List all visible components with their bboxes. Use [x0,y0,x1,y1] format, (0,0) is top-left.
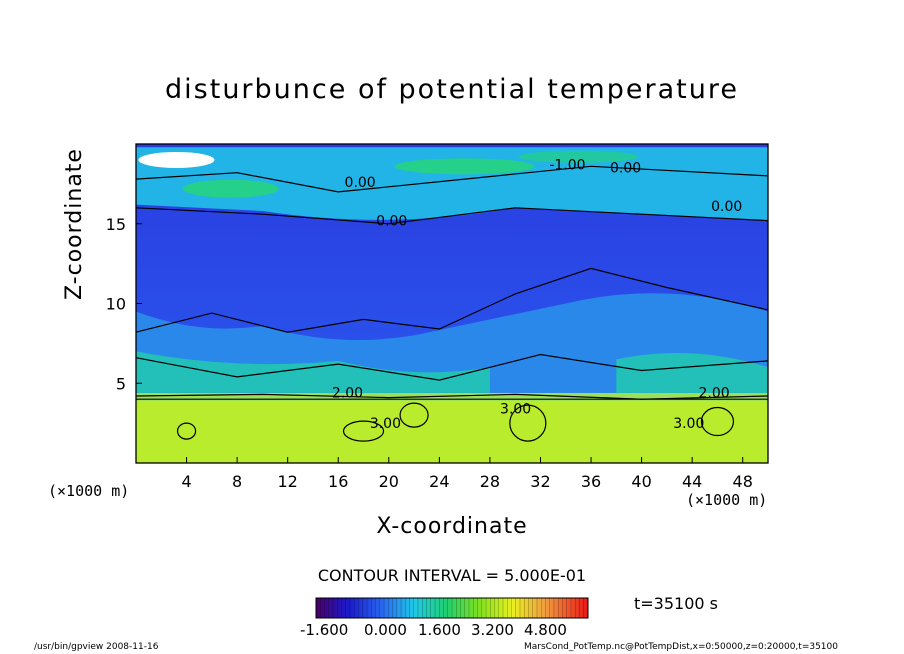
x-tick-label: 24 [429,472,449,491]
colorbar-tick: -1.600 [300,621,349,639]
x-tick-label: 36 [581,472,601,491]
contour-line [700,406,735,437]
field-warm-layer [136,397,768,463]
field-upper-green [518,150,639,163]
x-unit-right: (×1000 m) [686,491,768,509]
x-tick-label: 20 [379,472,399,491]
colorbar-tick: 4.800 [524,621,567,639]
y-axis-label: Z-coordinate [62,148,87,300]
contour-line [509,404,547,442]
contour-line [135,207,769,225]
contour-labels: 0.00 -1.00 0.00 0.00 0.00 3.00 3.00 3.00 2.00 2.0… [332,158,742,432]
field-upper-band [136,147,768,221]
time-label: t=35100 s [634,594,718,613]
x-tick-label: 4 [181,472,191,491]
x-tick-label: 28 [480,472,500,491]
contour-label: 0.00 [345,175,376,191]
contour-label: 3.00 [370,416,401,432]
contour-label: 0.00 [376,213,407,229]
contour-interval: CONTOUR INTERVAL = 5.000E-01 [317,566,587,585]
contour-label: 3.00 [500,402,531,418]
x-tick-label: 40 [631,472,651,491]
contour-line [399,402,429,428]
field-transition [136,392,768,401]
field-upper-green [394,158,535,175]
contour-line [135,267,769,333]
contour-label: 0.00 [610,161,641,177]
contour-line [176,422,197,440]
heatmap-field [136,144,768,463]
field-mid-cyan [136,351,490,393]
contour-label: 0.00 [711,199,742,215]
contour-lines [135,165,769,442]
y-tick-label: 10 [106,295,126,314]
x-tick-label: 32 [530,472,550,491]
y-tick-label: 5 [116,374,126,393]
x-tick-label: 8 [232,472,242,491]
x-tick-label: 48 [733,472,753,491]
chart-title: disturbunce of potential temperature [165,74,739,105]
colorbar-divisions [320,598,584,618]
colorbar-tick: 3.200 [471,621,514,639]
contour-line [342,420,385,442]
field-mid-cyan [616,352,768,393]
contour-line [135,165,769,193]
x-unit-left: (×1000 m) [48,482,130,500]
contour-label: 2.00 [332,386,363,402]
y-tick-label: 15 [106,215,126,234]
contour-line [135,353,769,381]
x-axis-ticks: 4 8 12 16 20 24 28 32 36 40 44 48 [181,457,753,491]
footer-right: MarsCond_PotTemp.nc@PotTempDist,x=0:5000… [524,642,838,652]
contour-label: 2.00 [698,386,729,402]
x-axis-label: X-coordinate [376,514,528,539]
contour-label: -1.00 [549,158,585,174]
field-missing-data [138,151,215,168]
x-tick-label: 44 [682,472,702,491]
y-axis-ticks: 5 10 15 [106,215,142,393]
x-tick-label: 16 [328,472,348,491]
colorbar-tick: 0.000 [364,621,407,639]
contour-label: 3.00 [673,416,704,432]
field-upper-green [182,179,279,198]
x-tick-label: 12 [278,472,298,491]
colorbar-tick: 1.600 [418,621,461,639]
footer-left: /usr/bin/gpview 2008-11-16 [34,642,159,652]
